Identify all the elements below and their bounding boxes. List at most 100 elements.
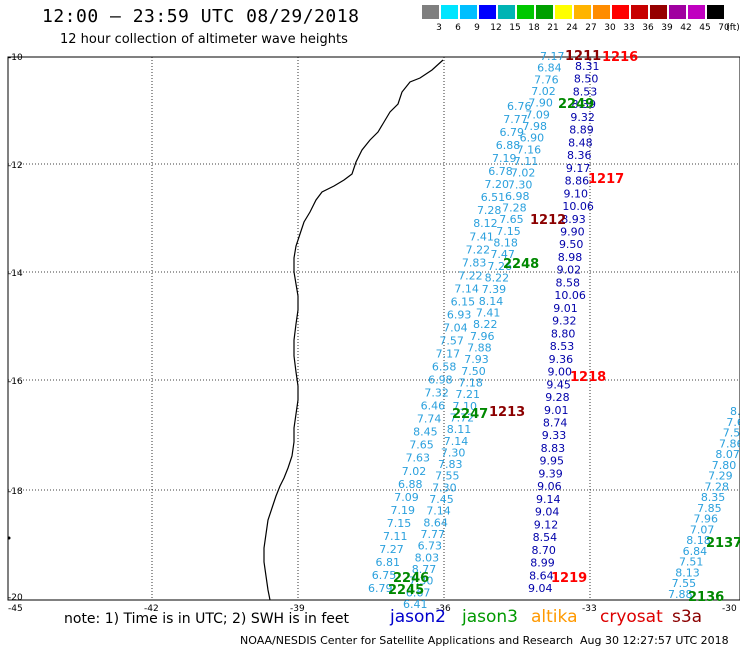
wave-height-value: 7.83 [438, 458, 463, 471]
lat-label: -14 [8, 269, 23, 279]
wave-height-value: 8.74 [543, 416, 568, 429]
color-swatch [631, 5, 648, 19]
wave-height-value: 9.04 [535, 506, 560, 519]
pass-time-label: 2247 [452, 407, 488, 422]
wave-height-value: 7.07 [690, 523, 715, 536]
wave-height-value: 7.88 [668, 588, 693, 601]
lon-label: -36 [436, 604, 451, 614]
wave-height-value: 8.50 [574, 73, 599, 86]
wave-height-value: 9.02 [557, 264, 582, 277]
wave-height-value: 7.02 [511, 167, 536, 180]
wave-height-value: 7.63 [406, 452, 431, 465]
wave-height-value: 6.88 [496, 139, 521, 152]
wave-height-value: 8.14 [479, 295, 504, 308]
wave-height-value: 9.50 [559, 238, 584, 251]
wave-height-value: 7.09 [525, 108, 550, 121]
lat-gridlines [8, 56, 740, 491]
coastline [263, 59, 444, 601]
pass-time-label: 1218 [570, 370, 606, 385]
wave-height-tracks: 8.318.508.538.399.328.898.488.369.178.86… [368, 50, 740, 611]
wave-height-value: 7.45 [429, 493, 454, 506]
wave-height-value: 7.66 [726, 416, 740, 429]
wave-height-value: 7.14 [426, 505, 451, 518]
color-swatch [422, 5, 439, 19]
color-swatch [612, 5, 629, 19]
wave-height-value: 6.98 [505, 190, 529, 203]
wave-height-value: 7.18 [458, 376, 483, 389]
wave-height-value: 7.98 [523, 120, 548, 133]
color-scale-label: 24 [566, 23, 578, 33]
color-scale-label: 36 [642, 23, 654, 33]
wave-height-value: 7.65 [409, 439, 434, 452]
color-scale-unit: (ft) [726, 23, 740, 33]
color-swatch [707, 5, 724, 19]
wave-height-value: 7.29 [708, 470, 733, 483]
color-swatch [593, 5, 610, 19]
wave-height-value: 8.99 [530, 557, 555, 570]
wave-height-value: 7.22 [466, 243, 491, 256]
wave-height-value: 9.14 [536, 493, 561, 506]
wave-height-value: 7.55 [435, 470, 460, 483]
wave-height-value: 8.45 [413, 426, 438, 439]
pass-time-label: 1212 [530, 213, 566, 228]
color-scale-label: 42 [680, 23, 692, 33]
pass-time-label: 1211 [565, 49, 601, 64]
wave-height-value: 6.84 [537, 62, 562, 75]
wave-height-value: 6.67 [406, 586, 431, 599]
wave-height-value: 7.30 [441, 446, 466, 459]
credit-line: NOAA/NESDIS Center for Satellite Applica… [240, 634, 574, 647]
wave-height-value: 7.11 [383, 530, 408, 543]
wave-height-value: 8.36 [567, 149, 592, 162]
wave-height-value: 7.96 [694, 513, 719, 526]
wave-height-value: 8.11 [447, 423, 472, 436]
wave-height-value: 7.30 [508, 178, 533, 191]
wave-height-value: 8.13 [675, 566, 700, 579]
lat-label: -16 [8, 377, 23, 387]
color-swatch [669, 5, 686, 19]
color-scale-label: 21 [547, 23, 559, 33]
lon-label: -33 [582, 604, 597, 614]
pass-time-label: 2249 [558, 97, 594, 112]
wave-height-value: 7.30 [409, 575, 434, 588]
wave-height-value: 7.41 [476, 307, 501, 320]
wave-height-value: 9.32 [570, 111, 595, 124]
footnote: note: 1) Time is in UTC; 2) SWH is in fe… [64, 611, 350, 627]
wave-height-value: 7.22 [458, 269, 483, 282]
wave-height-value: 9.04 [528, 582, 553, 595]
wave-height-value: 8.64 [529, 569, 554, 582]
color-swatch [498, 5, 515, 19]
wave-height-value: 6.51 [481, 191, 506, 204]
wave-height-value: 6.79 [499, 126, 523, 139]
color-swatch [688, 5, 705, 19]
wave-height-value: 8.18 [686, 534, 711, 547]
wave-height-value: 8.33 [730, 405, 740, 418]
wave-height-value: 8.58 [556, 276, 581, 289]
pass-time-label: 1216 [602, 50, 638, 65]
color-scale-label: 39 [661, 23, 673, 33]
generated-timestamp: Aug 30 12:27:57 UTC 2018 [580, 634, 729, 647]
color-scale-label: 6 [455, 23, 461, 33]
color-swatch [536, 5, 553, 19]
island-marker [7, 536, 11, 540]
wave-height-value: 7.14 [454, 282, 479, 295]
lat-label: -10 [8, 53, 23, 63]
pass-time-label: 2248 [503, 257, 539, 272]
color-scale-label: 27 [585, 23, 597, 33]
wave-height-value: 7.96 [470, 330, 495, 343]
wave-height-value: 8.98 [558, 251, 583, 264]
wave-height-value: 7.77 [420, 528, 445, 541]
wave-height-value: 9.33 [542, 429, 567, 442]
lon-label: -42 [144, 604, 159, 614]
legend-altika: altika [531, 607, 578, 627]
legend-jason2: jason2 [390, 607, 446, 627]
wave-height-value: 7.09 [394, 491, 419, 504]
lon-gridlines [151, 57, 591, 600]
wave-height-value: 9.01 [544, 404, 569, 417]
wave-height-value: 7.47 [490, 248, 514, 261]
wave-height-value: 7.11 [514, 155, 539, 168]
color-scale-label: 45 [699, 23, 711, 33]
wave-height-value: 6.15 [451, 295, 476, 308]
wave-height-value: 8.93 [561, 213, 586, 226]
wave-height-value: 8.77 [412, 563, 437, 576]
wave-height-value: 7.80 [712, 459, 737, 472]
